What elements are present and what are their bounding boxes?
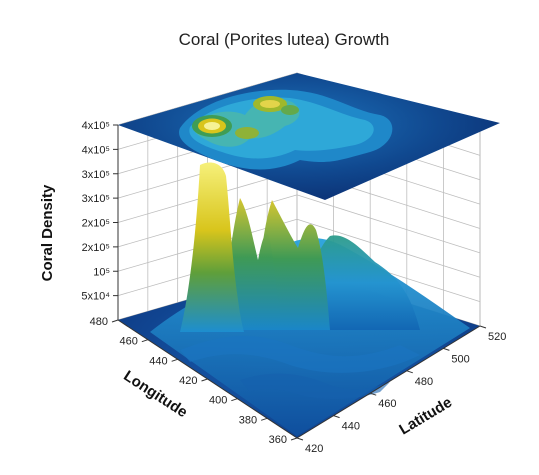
contour-projection-plane bbox=[118, 73, 500, 200]
contour-peak-4 bbox=[281, 105, 299, 115]
longitude-tick-mark bbox=[171, 358, 178, 362]
longitude-tick-mark bbox=[141, 339, 148, 343]
longitude-tick-label: 460 bbox=[119, 336, 137, 348]
z-tick-label: 2x10⁵ bbox=[82, 242, 110, 254]
latitude-tick-label: 520 bbox=[488, 331, 506, 343]
longitude-tick-label: 360 bbox=[269, 434, 287, 446]
grid-line-z bbox=[296, 194, 481, 254]
longitude-tick-label: 480 bbox=[90, 316, 108, 328]
floor-contour-2 bbox=[240, 373, 390, 400]
longitude-tick-label: 420 bbox=[179, 375, 197, 387]
latitude-tick-mark bbox=[296, 437, 304, 441]
longitude-tick-label: 400 bbox=[209, 395, 227, 407]
z-tick-label: 4x10⁵ bbox=[82, 120, 110, 132]
surface-peak-1 bbox=[180, 162, 244, 332]
floor-contour-1 bbox=[180, 335, 420, 373]
longitude-axis-ticks: 360 380 400 420 440 460 480 bbox=[90, 316, 298, 446]
z-tick-label: 3x10⁵ bbox=[82, 193, 110, 205]
contour-peak-2-core bbox=[260, 100, 280, 108]
z-axis-ticks: 5x10⁴ 10⁵ 2x10⁵ 2x10⁵ 3x10⁵ 3x10⁵ 4x10⁵ 4x10⁵ bbox=[81, 120, 118, 303]
longitude-tick-mark bbox=[290, 437, 298, 441]
chart-title: Coral (Porites lutea) Growth bbox=[179, 30, 390, 49]
latitude-tick-label: 420 bbox=[305, 443, 323, 455]
longitude-tick-mark bbox=[111, 319, 119, 323]
longitude-tick-mark bbox=[231, 398, 238, 402]
contour-peak-1-core bbox=[204, 122, 220, 130]
latitude-tick-label: 440 bbox=[342, 421, 360, 433]
latitude-tick-label: 500 bbox=[451, 353, 469, 365]
latitude-tick-label: 480 bbox=[415, 376, 433, 388]
longitude-tick-mark bbox=[261, 417, 268, 421]
z-tick-label: 2x10⁵ bbox=[82, 218, 110, 230]
latitude-tick-mark bbox=[406, 370, 413, 374]
latitude-tick-mark bbox=[333, 415, 340, 419]
longitude-tick-label: 380 bbox=[239, 414, 257, 426]
latitude-axis-ticks: 420 440 460 480 500 520 bbox=[296, 325, 506, 455]
grid-line-z bbox=[296, 218, 481, 278]
latitude-tick-mark bbox=[479, 325, 487, 329]
latitude-axis-label: Latitude bbox=[396, 394, 455, 439]
latitude-tick-mark bbox=[370, 392, 377, 396]
z-tick-label: 10⁵ bbox=[93, 266, 110, 278]
z-tick-label: 4x10⁵ bbox=[82, 144, 110, 156]
longitude-tick-mark bbox=[201, 378, 208, 382]
contour-peak-3 bbox=[235, 127, 259, 139]
latitude-tick-mark bbox=[443, 347, 450, 351]
z-axis-label: Coral Density bbox=[39, 184, 56, 281]
latitude-axis-line bbox=[296, 325, 481, 439]
latitude-tick-label: 460 bbox=[378, 398, 396, 410]
longitude-tick-label: 440 bbox=[149, 355, 167, 367]
z-tick-label: 5x10⁴ bbox=[81, 291, 110, 303]
z-tick-label: 3x10⁵ bbox=[82, 169, 110, 181]
